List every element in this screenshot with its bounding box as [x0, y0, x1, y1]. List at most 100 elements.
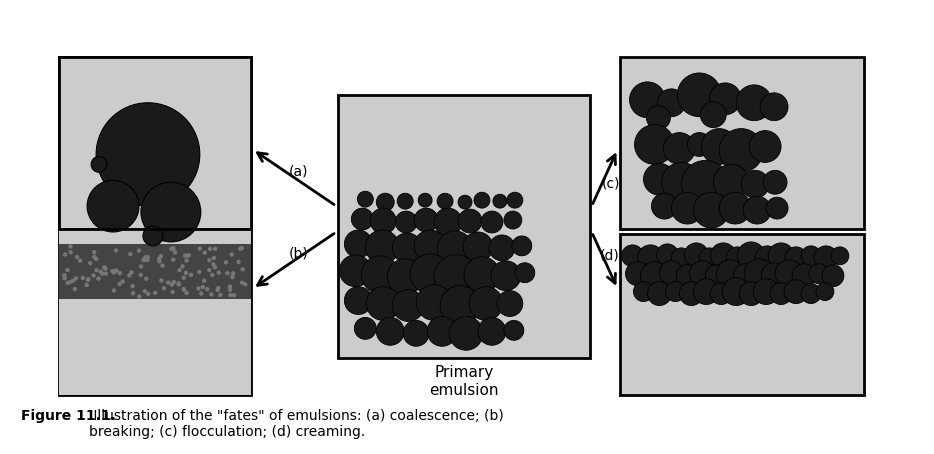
Circle shape — [143, 226, 163, 246]
Circle shape — [120, 279, 125, 284]
Circle shape — [104, 266, 107, 271]
Circle shape — [231, 275, 234, 279]
Circle shape — [68, 244, 73, 249]
Circle shape — [440, 286, 480, 326]
Circle shape — [831, 247, 849, 265]
Circle shape — [630, 82, 665, 118]
Circle shape — [110, 269, 115, 273]
Circle shape — [153, 291, 157, 295]
Bar — [338, 95, 589, 358]
Bar — [59, 229, 250, 395]
Circle shape — [127, 273, 132, 277]
Circle shape — [159, 278, 163, 283]
Circle shape — [92, 255, 96, 259]
Circle shape — [143, 289, 147, 293]
Circle shape — [99, 270, 103, 274]
Circle shape — [205, 287, 209, 291]
Circle shape — [354, 317, 376, 339]
Circle shape — [503, 321, 524, 340]
Circle shape — [171, 246, 176, 251]
Circle shape — [507, 192, 523, 208]
Circle shape — [230, 252, 234, 257]
Circle shape — [112, 269, 116, 273]
Bar — [59, 244, 250, 299]
Circle shape — [139, 264, 143, 269]
Circle shape — [131, 291, 135, 296]
Circle shape — [207, 258, 212, 262]
Circle shape — [792, 264, 816, 288]
Circle shape — [216, 288, 219, 292]
Circle shape — [414, 208, 438, 232]
Circle shape — [809, 264, 828, 284]
Circle shape — [658, 89, 686, 117]
Circle shape — [753, 279, 779, 305]
Circle shape — [184, 291, 189, 295]
Circle shape — [180, 264, 185, 269]
Circle shape — [659, 261, 684, 285]
Circle shape — [201, 285, 205, 289]
Circle shape — [493, 194, 507, 208]
Circle shape — [685, 243, 708, 267]
Bar — [59, 57, 250, 229]
Circle shape — [129, 270, 134, 275]
Circle shape — [92, 273, 96, 278]
Circle shape — [203, 251, 207, 255]
Circle shape — [679, 281, 703, 306]
Circle shape — [65, 268, 70, 272]
Circle shape — [112, 288, 116, 293]
Circle shape — [719, 192, 751, 224]
Circle shape — [437, 231, 473, 267]
Circle shape — [211, 262, 216, 266]
Circle shape — [388, 259, 423, 295]
Circle shape — [512, 236, 531, 256]
Circle shape — [816, 283, 834, 301]
Circle shape — [216, 286, 220, 290]
Circle shape — [719, 128, 763, 173]
Circle shape — [365, 230, 399, 264]
Circle shape — [141, 182, 201, 242]
Circle shape — [414, 230, 446, 262]
Circle shape — [644, 163, 675, 195]
Text: Illustration of the "fates" of emulsions: (a) coalescence; (b)
breaking; (c) flo: Illustration of the "fates" of emulsions… — [89, 409, 503, 439]
Circle shape — [651, 193, 677, 219]
Circle shape — [339, 255, 372, 286]
Circle shape — [80, 276, 85, 280]
Circle shape — [173, 250, 177, 255]
Circle shape — [376, 193, 394, 211]
Circle shape — [172, 280, 177, 284]
Circle shape — [73, 287, 78, 291]
Circle shape — [785, 247, 807, 269]
Circle shape — [672, 248, 691, 268]
Circle shape — [672, 192, 703, 224]
Circle shape — [657, 244, 678, 266]
Circle shape — [693, 192, 729, 228]
Circle shape — [171, 257, 176, 262]
Circle shape — [434, 208, 462, 236]
Circle shape — [86, 277, 90, 282]
Circle shape — [67, 280, 72, 285]
Circle shape — [114, 248, 119, 253]
Circle shape — [515, 263, 535, 283]
Circle shape — [370, 208, 396, 234]
Text: (d): (d) — [600, 249, 619, 263]
Circle shape — [213, 265, 218, 269]
Circle shape — [96, 103, 200, 206]
Circle shape — [243, 282, 248, 286]
Circle shape — [395, 211, 417, 233]
Circle shape — [366, 286, 400, 321]
Circle shape — [87, 180, 139, 232]
Circle shape — [716, 260, 744, 288]
Circle shape — [92, 157, 107, 173]
Circle shape — [118, 282, 121, 286]
Circle shape — [189, 273, 193, 277]
Circle shape — [199, 291, 204, 296]
Circle shape — [693, 279, 719, 305]
Circle shape — [397, 193, 413, 209]
Circle shape — [137, 294, 142, 299]
Circle shape — [458, 195, 472, 209]
Circle shape — [84, 283, 89, 287]
Circle shape — [181, 287, 186, 291]
Circle shape — [94, 268, 99, 272]
Circle shape — [727, 247, 748, 269]
Circle shape — [146, 291, 150, 296]
